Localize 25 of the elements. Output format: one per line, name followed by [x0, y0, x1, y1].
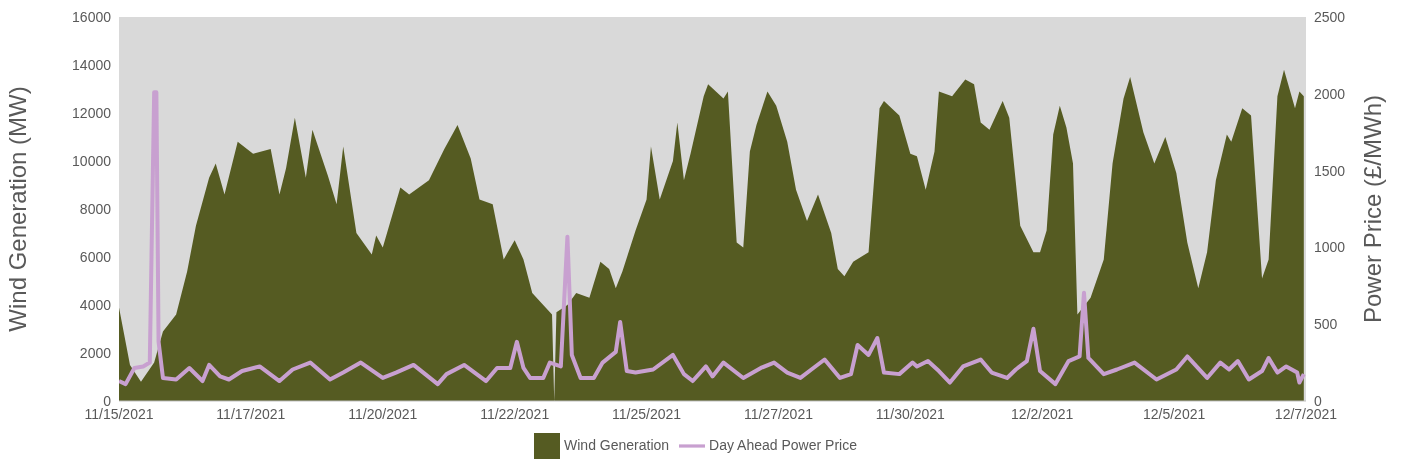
y-tick-label: 12000 — [72, 104, 112, 121]
y-tick-label: 10000 — [72, 152, 112, 169]
y2-tick-label: 500 — [1314, 316, 1338, 333]
y2-tick-label: 1500 — [1314, 162, 1346, 179]
y-tick-label: 6000 — [79, 248, 112, 265]
y-tick-label: 4000 — [79, 296, 112, 313]
x-tick-label: 12/2/2021 — [1011, 405, 1074, 422]
y-tick-label: 16000 — [72, 8, 112, 25]
legend-label: Day Ahead Power Price — [709, 436, 857, 453]
x-tick-label: 11/22/2021 — [480, 405, 550, 422]
y2-tick-label: 2000 — [1314, 85, 1346, 102]
x-tick-label: 11/30/2021 — [875, 405, 946, 422]
y-tick-label: 8000 — [79, 200, 112, 217]
y2-tick-label: 1000 — [1314, 239, 1346, 256]
y2-axis-title: Power Price (£/MWh) — [1358, 94, 1386, 324]
x-tick-label: 11/17/2021 — [216, 405, 286, 422]
y-tick-label: 14000 — [72, 56, 112, 73]
y-axis-title: Wind Generation (MW) — [3, 86, 31, 332]
y-tick-label: 2000 — [79, 344, 112, 361]
x-tick-label: 12/5/2021 — [1142, 405, 1206, 422]
x-tick-label: 11/20/2021 — [348, 405, 418, 422]
legend-label: Wind Generation — [564, 436, 670, 453]
y2-tick-label: 2500 — [1314, 8, 1346, 25]
x-tick-label: 11/25/2021 — [612, 405, 682, 422]
x-tick-label: 11/27/2021 — [743, 405, 814, 422]
